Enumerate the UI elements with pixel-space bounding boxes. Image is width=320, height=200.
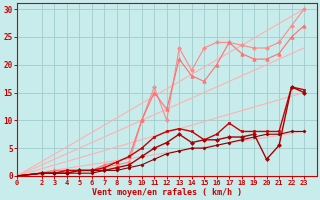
X-axis label: Vent moyen/en rafales ( km/h ): Vent moyen/en rafales ( km/h ): [92, 188, 242, 197]
